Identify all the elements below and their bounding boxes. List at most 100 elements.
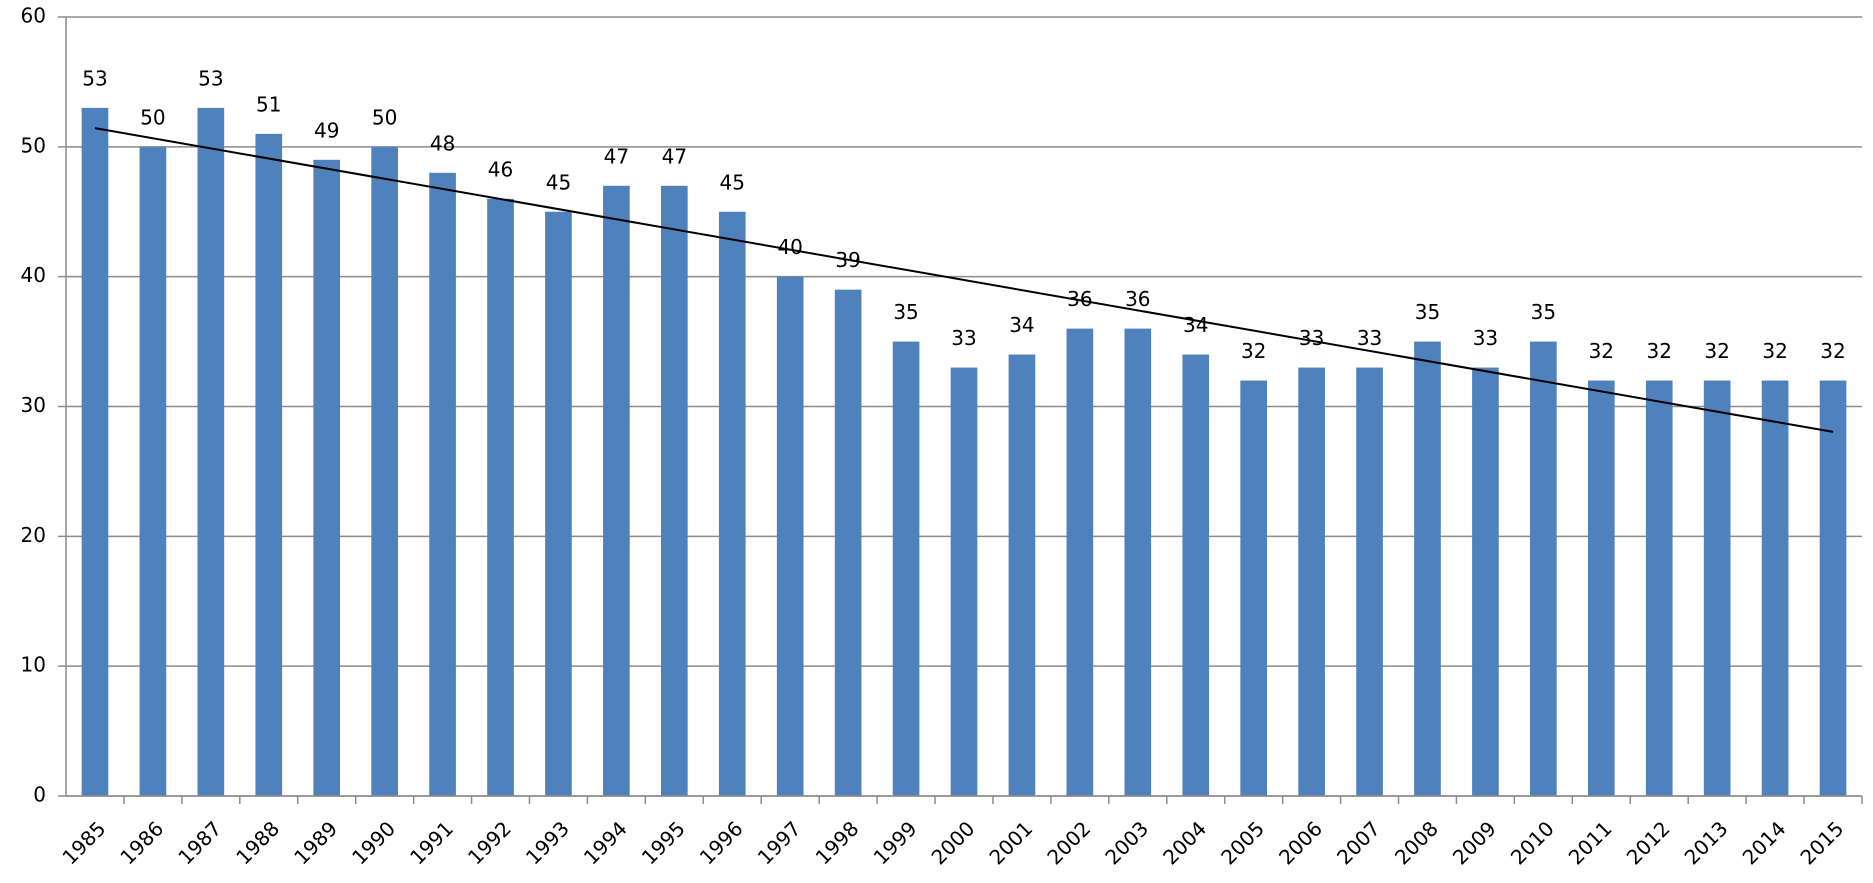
value-label: 33 (951, 326, 976, 350)
x-tick-label: 2009 (1448, 816, 1501, 869)
x-tick-label: 2015 (1795, 816, 1848, 869)
x-tick-label: 2001 (984, 816, 1037, 869)
value-label: 36 (1125, 287, 1150, 311)
bar (139, 146, 167, 797)
value-label: 32 (1820, 339, 1845, 363)
bar (1298, 367, 1325, 796)
bar (1414, 341, 1441, 796)
x-tick-label: 2002 (1042, 816, 1095, 869)
bar (1645, 380, 1673, 796)
bar (371, 146, 398, 797)
x-tick-label: 2007 (1332, 816, 1385, 869)
bar (1240, 380, 1268, 796)
value-label: 48 (430, 131, 455, 155)
bar (197, 107, 225, 797)
x-tick-label: 1988 (231, 816, 284, 869)
bar (834, 289, 862, 796)
bar (545, 211, 572, 796)
bar (1008, 354, 1036, 796)
bar (1124, 328, 1152, 796)
value-label: 34 (1009, 313, 1034, 337)
bar (892, 341, 920, 796)
bar (603, 185, 630, 797)
value-label: 53 (82, 66, 107, 90)
value-label: 32 (1241, 339, 1266, 363)
bar (776, 276, 804, 797)
bar (81, 107, 109, 797)
value-label: 49 (314, 118, 339, 142)
value-label: 32 (1762, 339, 1787, 363)
x-tick-label: 2010 (1506, 816, 1559, 869)
bar (660, 185, 688, 797)
trendline (94, 127, 1834, 433)
x-tick-label: 2006 (1274, 816, 1327, 869)
x-tick-label: 2000 (926, 816, 979, 869)
bar (255, 133, 283, 797)
value-label: 50 (140, 105, 165, 129)
x-tick-label: 1996 (695, 816, 748, 869)
x-tick-label: 1985 (57, 816, 110, 869)
x-tick-label: 2011 (1564, 816, 1617, 869)
value-label: 32 (1646, 339, 1671, 363)
x-tick-label: 1994 (579, 816, 632, 869)
bar (429, 172, 456, 797)
value-label: 47 (604, 144, 629, 168)
value-label: 33 (1357, 326, 1382, 350)
value-label: 46 (488, 157, 513, 181)
x-tick-label: 2013 (1680, 816, 1733, 869)
x-tick-label: 2008 (1390, 816, 1443, 869)
value-label: 32 (1704, 339, 1729, 363)
y-tick-label: 20 (21, 523, 46, 547)
bar (1761, 380, 1789, 796)
value-label: 34 (1183, 313, 1208, 337)
value-label: 33 (1299, 326, 1324, 350)
y-tick-label: 40 (21, 263, 46, 287)
x-tick-label: 1997 (753, 816, 806, 869)
value-label: 35 (893, 300, 918, 324)
value-label: 47 (662, 144, 687, 168)
value-label: 35 (1415, 300, 1440, 324)
bar (1066, 328, 1094, 796)
bar (313, 159, 341, 797)
bar (1182, 354, 1210, 796)
bar (1703, 380, 1731, 796)
x-tick-label: 1990 (347, 816, 400, 869)
bar (1356, 367, 1383, 796)
x-tick-label: 1991 (405, 816, 458, 869)
bar (1530, 341, 1557, 796)
x-tick-label: 1995 (637, 816, 690, 869)
value-label: 45 (546, 170, 571, 194)
bar (1819, 380, 1847, 796)
x-tick-label: 1987 (173, 816, 226, 869)
x-tick-label: 1993 (521, 816, 574, 869)
y-tick-label: 10 (21, 653, 46, 677)
value-label: 33 (1473, 326, 1498, 350)
value-label: 35 (1531, 300, 1556, 324)
x-tick-label: 2012 (1622, 816, 1675, 869)
x-tick-label: 2004 (1158, 816, 1211, 869)
value-label: 53 (198, 66, 223, 90)
value-label: 45 (720, 170, 745, 194)
value-label: 51 (256, 92, 281, 116)
value-label: 32 (1589, 339, 1614, 363)
x-tick-label: 1998 (811, 816, 864, 869)
x-tick-label: 2003 (1100, 816, 1153, 869)
bar (1472, 367, 1499, 796)
x-tick-label: 2005 (1216, 816, 1269, 869)
y-tick-label: 0 (33, 783, 46, 807)
value-label: 50 (372, 105, 397, 129)
x-tick-label: 1986 (115, 816, 168, 869)
x-tick-label: 1999 (869, 816, 922, 869)
y-tick-label: 50 (21, 133, 46, 157)
bar (718, 211, 746, 796)
x-tick-label: 1989 (289, 816, 342, 869)
bar (1587, 380, 1615, 796)
x-tick-label: 1992 (463, 816, 516, 869)
y-tick-label: 30 (21, 393, 46, 417)
bar (950, 367, 978, 796)
bar (487, 198, 514, 796)
y-tick-label: 60 (21, 4, 46, 28)
x-tick-label: 2014 (1738, 816, 1791, 869)
